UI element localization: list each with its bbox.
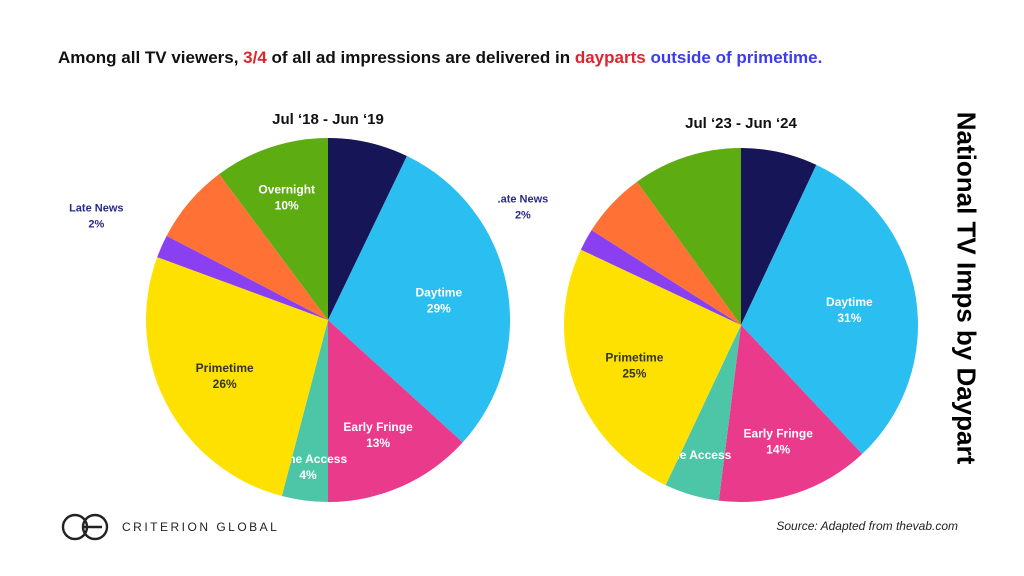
slice-early-fringe <box>328 320 463 502</box>
pie-chart-1: Jul ‘18 - Jun ‘19 Daytime 29% Early Fringe 1… <box>69 111 511 502</box>
slice-label: Overnight <box>258 183 315 197</box>
pie-title: Jul ‘23 - Jun ‘24 <box>685 115 797 132</box>
headline: Among all TV viewers, 3/4 of all ad impr… <box>58 48 958 74</box>
slice-overnight <box>219 138 328 320</box>
slice-percent: 25% <box>622 366 646 380</box>
slice-primetime <box>145 257 328 497</box>
slice-overnight <box>636 148 741 325</box>
brand-name: CRITERION GLOBAL <box>122 520 280 534</box>
slice-percent: 2% <box>515 210 531 222</box>
brand: CRITERION GLOBAL <box>60 512 279 542</box>
slice-percent: 13% <box>366 436 390 450</box>
source-note: Source: Adapted from thevab.com <box>776 519 958 533</box>
slice-percent: 31% <box>837 311 861 325</box>
slice-label: ime Access <box>666 448 732 462</box>
slice-early-fringe <box>718 325 863 502</box>
slice-primetime <box>564 249 741 486</box>
pie-chart-2: Jul ‘23 - Jun ‘24 Daytime 31% Early Fringe 1… <box>498 115 918 502</box>
slice-daytime <box>741 164 918 455</box>
slice-label: Early Fringe <box>744 427 814 441</box>
slice-prime-access <box>665 325 741 501</box>
slice-late-news <box>580 230 741 325</box>
slice-label: Primetime <box>605 350 663 364</box>
slice-label: Primetime <box>196 361 254 375</box>
slice-percent: 29% <box>427 301 451 315</box>
slice-percent: 4% <box>299 468 317 482</box>
slice-label: Daytime <box>826 295 873 309</box>
criterion-logo-icon <box>61 513 109 541</box>
headline-part2: of all ad impressions are delivered in <box>266 48 575 67</box>
slice-label: Late News <box>69 203 123 215</box>
headline-part1: Among all TV viewers, <box>58 48 244 67</box>
slice-label: Early Fringe <box>343 420 413 434</box>
slice-percent: 2% <box>88 219 104 231</box>
slice-label: .ate News <box>498 194 549 206</box>
slice-late-fringe <box>591 181 741 325</box>
slice-early-morning <box>328 138 407 320</box>
headline-dayparts: dayparts <box>574 48 646 67</box>
headline-fraction: 3/4 <box>243 48 267 67</box>
side-title: National TV Imps by Daypart <box>951 111 982 465</box>
slice-late-news <box>157 235 328 320</box>
slice-percent: 10% <box>275 199 299 213</box>
slice-early-morning <box>741 148 817 325</box>
slice-label: Daytime <box>415 285 462 299</box>
slice-late-fringe <box>166 174 328 320</box>
slice-percent: 14% <box>766 443 790 457</box>
slice-prime-access <box>281 320 328 502</box>
headline-outside: outside of primetime. <box>650 48 823 67</box>
slice-daytime <box>328 156 511 443</box>
pie-title: Jul ‘18 - Jun ‘19 <box>272 111 384 128</box>
slice-percent: 26% <box>213 377 237 391</box>
